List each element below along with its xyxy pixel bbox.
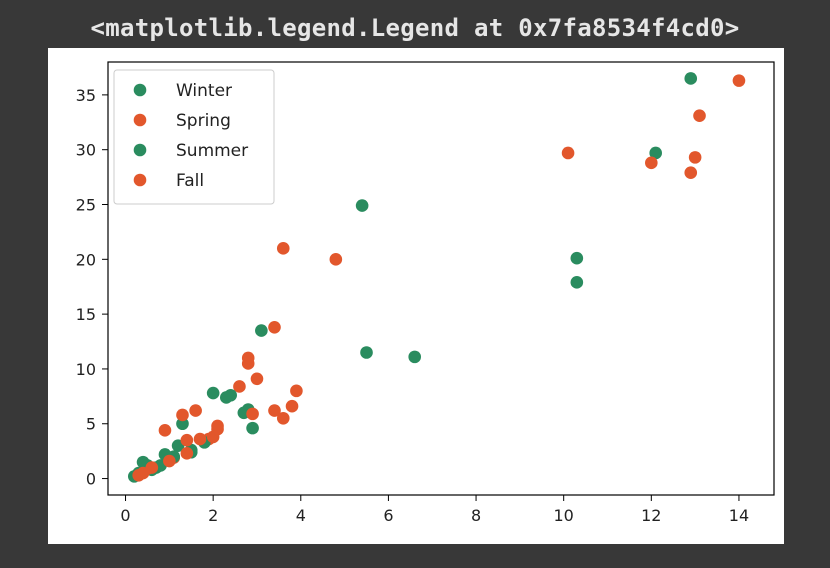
x-tick-label: 8 (471, 506, 481, 525)
point-spring-11 (241, 351, 255, 365)
point-fall-6 (211, 422, 224, 436)
point-winter-8 (176, 417, 189, 431)
point-spring-12 (250, 372, 264, 386)
point-spring-2 (158, 424, 172, 437)
x-tick-label: 0 (120, 506, 130, 525)
legend-label-spring: Spring (176, 111, 231, 131)
point-fall-2 (163, 454, 176, 468)
point-summer-15 (570, 276, 584, 289)
point-fall-7 (246, 407, 259, 421)
x-tick-label: 12 (641, 506, 661, 525)
point-fall-10 (285, 399, 299, 413)
legend-label-winter: Winter (176, 81, 232, 101)
y-tick-label: 10 (76, 360, 96, 379)
point-fall-1 (145, 461, 159, 474)
x-tick-label: 2 (208, 506, 218, 525)
point-fall-8 (268, 404, 281, 417)
legend-marker-winter (133, 83, 147, 97)
legend: Winter Spring Summer Fall (113, 69, 275, 205)
point-spring-6 (189, 404, 202, 417)
point-summer-10 (246, 421, 259, 435)
point-spring-15 (329, 253, 343, 266)
cell-output-text: <matplotlib.legend.Legend at 0x7fa8534f4… (90, 14, 740, 42)
y-tick-label: 0 (86, 470, 96, 489)
point-spring-5 (180, 433, 194, 447)
scatter-chart: 0 2 4 6 8 10 12 14 0 5 10 15 20 25 30 35 Winter Spring Su… (76, 61, 775, 525)
figure-canvas: 0 2 4 6 8 10 12 14 0 5 10 15 20 25 30 35 Winter Spring Su… (48, 48, 784, 544)
points-layer (127, 72, 746, 483)
y-tick-label: 5 (86, 415, 96, 434)
legend-box (113, 69, 275, 205)
legend-marker-fall (133, 173, 147, 187)
y-tick-label: 25 (76, 196, 96, 215)
x-tick-label: 14 (729, 506, 749, 525)
point-spring-14 (276, 242, 290, 255)
x-tick-label: 6 (383, 506, 393, 525)
point-fall-3 (180, 447, 194, 460)
legend-marker-spring (133, 113, 147, 127)
point-summer-18 (684, 72, 698, 85)
point-spring-9 (233, 380, 246, 393)
plot-frame (107, 61, 775, 496)
legend-label-fall: Fall (176, 171, 204, 191)
axes-layer: 0 2 4 6 8 10 12 14 0 5 10 15 20 25 30 35 (76, 61, 775, 525)
y-tick-label: 20 (76, 250, 96, 269)
point-summer-12 (355, 199, 369, 212)
y-tick-label: 15 (76, 305, 96, 324)
y-tick-label: 35 (76, 86, 96, 105)
point-fall-13 (684, 166, 698, 180)
legend-marker-summer (133, 143, 147, 157)
point-summer-16 (570, 251, 584, 265)
y-tick-label: 30 (76, 141, 96, 160)
point-spring-13 (268, 320, 281, 334)
point-summer-5 (206, 386, 220, 400)
point-fall-9 (276, 411, 290, 425)
point-spring-4 (176, 408, 189, 422)
point-fall-15 (693, 109, 706, 123)
point-fall-11 (290, 384, 303, 398)
point-fall-12 (645, 156, 658, 170)
point-fall-16 (732, 74, 746, 87)
point-summer-7 (224, 388, 237, 402)
point-fall-14 (688, 151, 702, 164)
x-tick-label: 10 (554, 506, 574, 525)
point-spring-16 (561, 146, 575, 160)
point-summer-17 (649, 146, 662, 160)
x-tick-label: 4 (296, 506, 306, 525)
point-fall-4 (193, 432, 207, 446)
legend-label-summer: Summer (176, 141, 248, 161)
point-summer-14 (408, 350, 422, 364)
point-summer-13 (360, 346, 373, 359)
point-summer-11 (255, 324, 268, 337)
